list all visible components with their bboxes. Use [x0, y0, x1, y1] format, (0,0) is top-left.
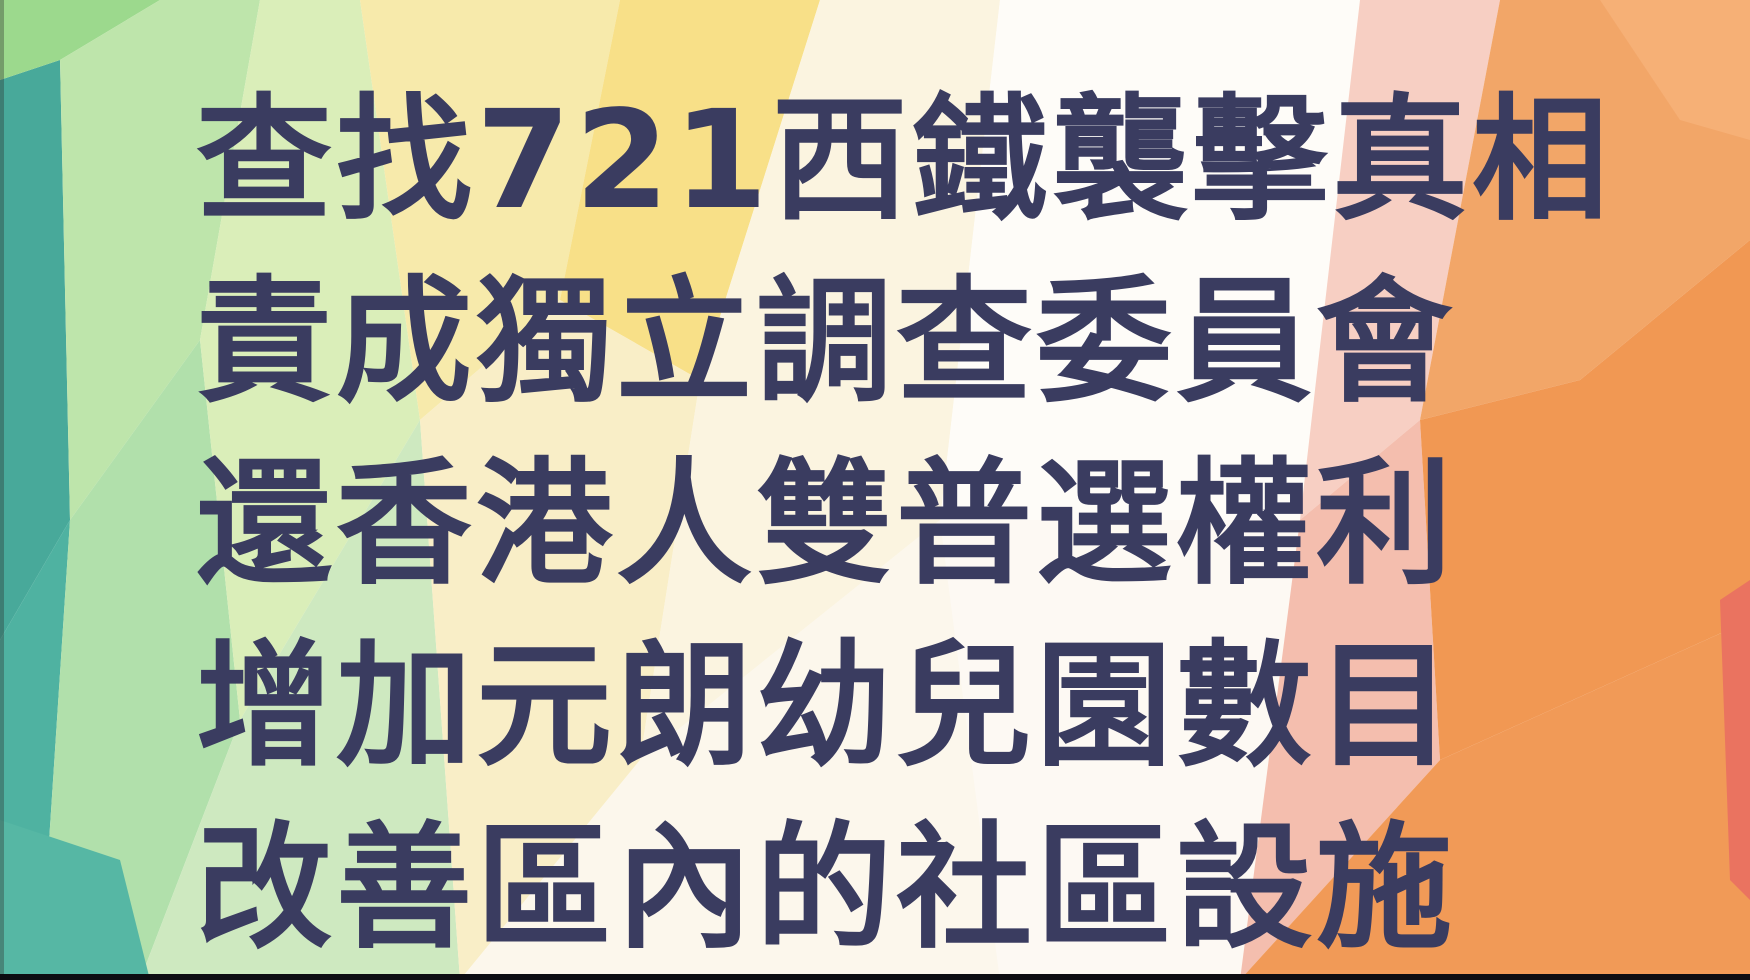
slogan-line-2: 責成獨立調查委員會 [196, 264, 1456, 422]
bg-shape-yellow-2 [560, 0, 820, 380]
bg-shape-orange-accent [1600, 0, 1750, 140]
scan-edge-bottom [0, 974, 1750, 980]
bg-shape-yellow-3 [420, 300, 700, 980]
bg-shape-pink-1 [1300, 0, 1500, 520]
bg-shape-green-5 [140, 420, 460, 980]
bg-shape-orange-3 [1240, 620, 1750, 980]
bg-shape-orange-1 [1420, 0, 1750, 420]
bg-shape-cream-2 [460, 520, 1000, 980]
bg-shape-white-2 [940, 520, 1300, 980]
slogan-line-5: 改善區內的社區設施 [196, 810, 1456, 968]
slogan-line-3: 還香港人雙普選權利 [196, 446, 1456, 604]
bg-shape-green-2 [60, 0, 260, 520]
bg-shape-green-1 [0, 0, 160, 80]
bg-shape-teal-bottom [0, 820, 150, 980]
slogan-line-4: 增加元朗幼兒園數目 [196, 628, 1456, 786]
slogan-line-1: 查找721西鐵襲擊真相 [196, 82, 1612, 240]
scan-edge-left [0, 0, 4, 980]
bg-shape-red-edge [1720, 580, 1750, 900]
bg-shape-yellow-1 [360, 0, 620, 420]
slogan-block: 查找721西鐵襲擊真相 責成獨立調查委員會 還香港人雙普選權利 增加元朗幼兒園數… [196, 70, 1636, 980]
bg-shape-green-4 [200, 0, 420, 720]
bg-shape-green-3 [40, 340, 240, 980]
bg-shape-teal-left [0, 60, 70, 640]
bg-shape-orange-2 [1420, 240, 1750, 760]
bg-shape-pink-2 [1240, 420, 1440, 980]
bg-shape-cream-1 [640, 0, 1000, 760]
bg-shape-white-1 [940, 0, 1360, 520]
